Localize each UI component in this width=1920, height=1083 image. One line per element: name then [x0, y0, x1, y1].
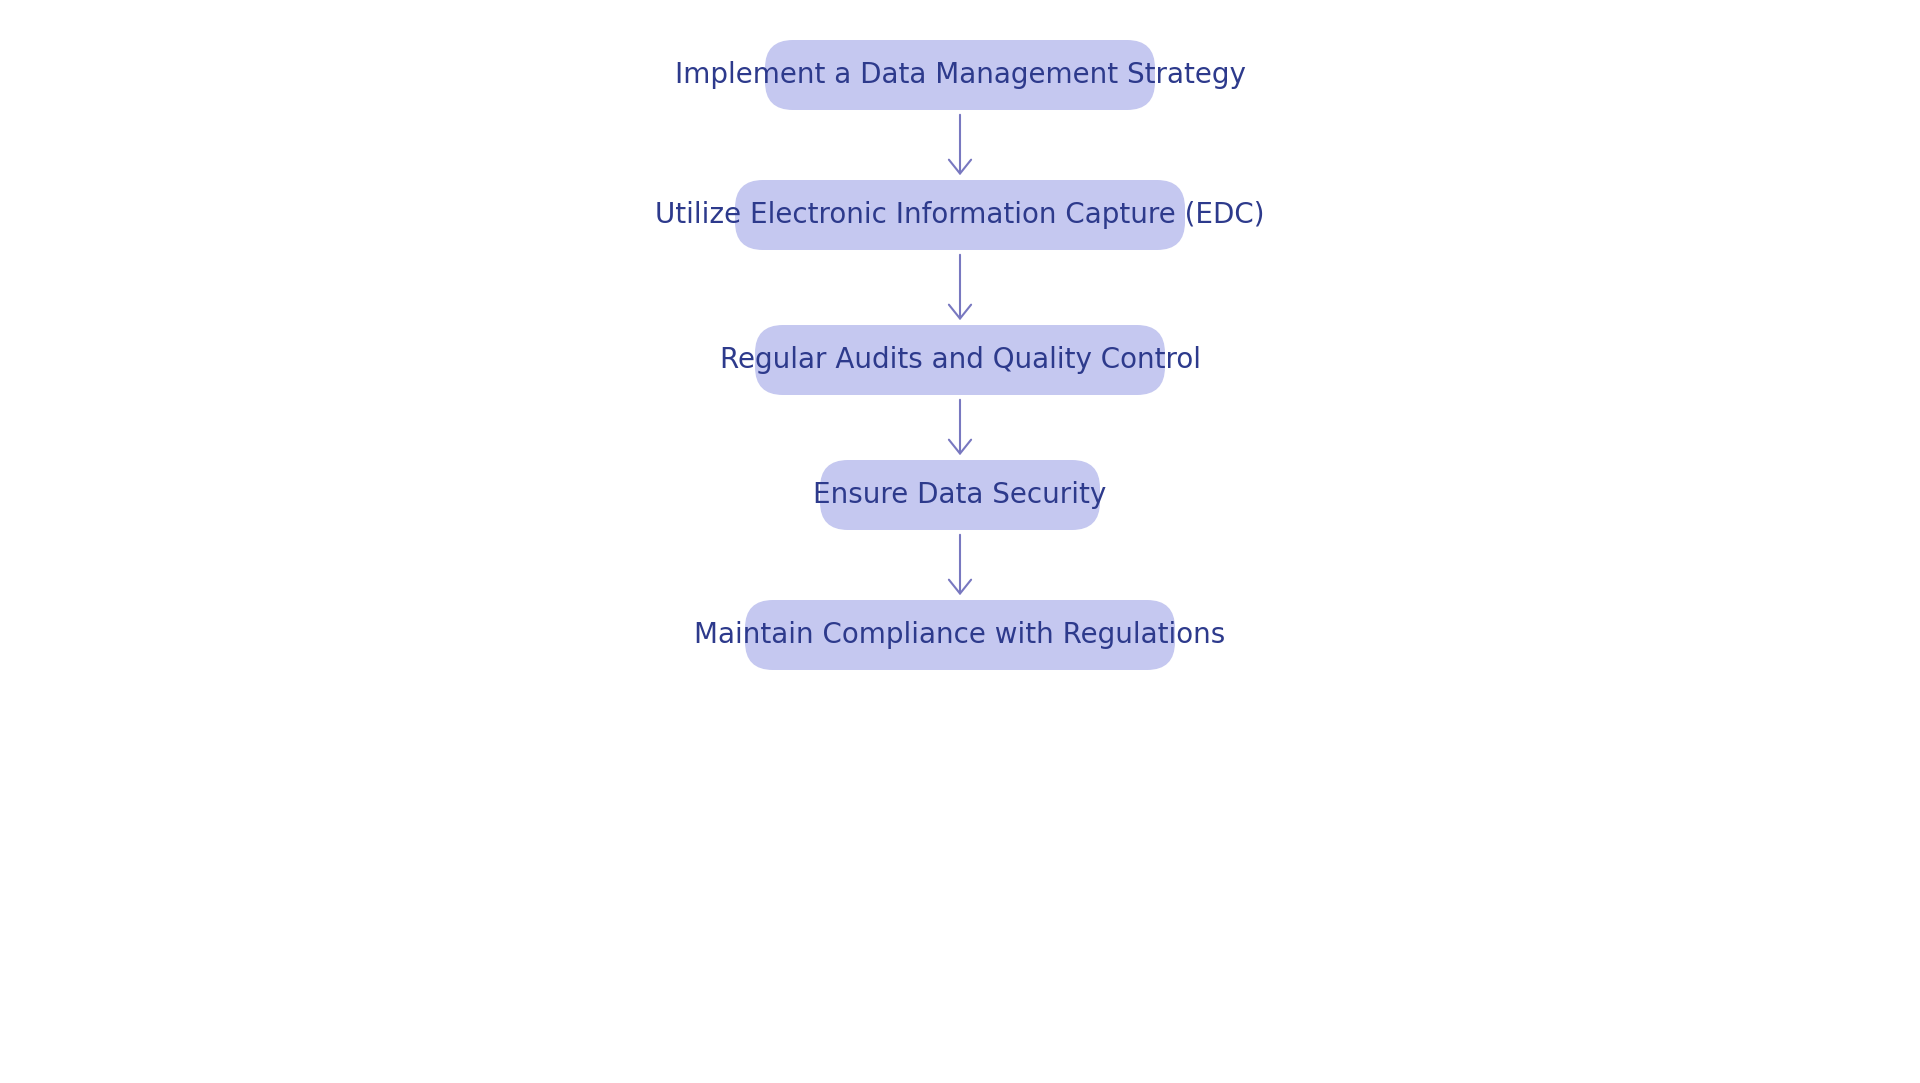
FancyBboxPatch shape [764, 40, 1156, 110]
Text: Ensure Data Security: Ensure Data Security [814, 481, 1106, 509]
Text: Regular Audits and Quality Control: Regular Audits and Quality Control [720, 345, 1200, 374]
Text: Utilize Electronic Information Capture (EDC): Utilize Electronic Information Capture (… [655, 201, 1265, 229]
Text: Maintain Compliance with Regulations: Maintain Compliance with Regulations [695, 621, 1225, 649]
FancyBboxPatch shape [745, 600, 1175, 670]
FancyBboxPatch shape [820, 460, 1100, 530]
Text: Implement a Data Management Strategy: Implement a Data Management Strategy [674, 61, 1246, 89]
FancyBboxPatch shape [755, 325, 1165, 395]
FancyBboxPatch shape [735, 180, 1185, 250]
